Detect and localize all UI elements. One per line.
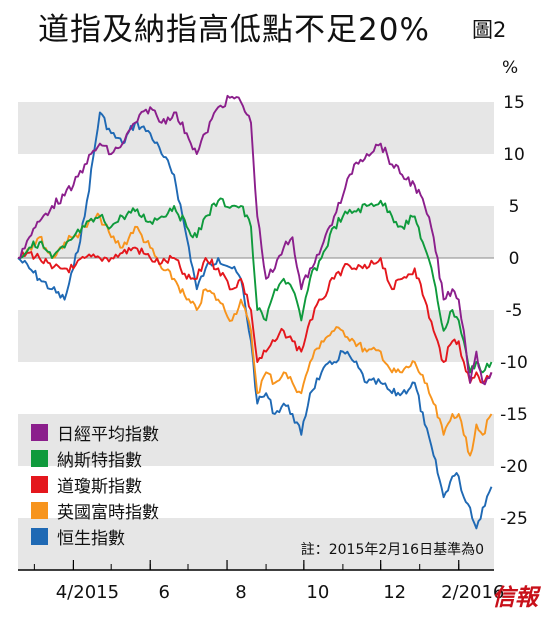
series-line: [17, 94, 493, 386]
x-tick-label: 6: [158, 582, 169, 603]
y-ticks: 15 10 5 0 -5 -10 -15 -20 -25: [500, 93, 528, 529]
series-line: [17, 212, 493, 457]
legend-swatch: [31, 424, 48, 441]
series-line: [17, 197, 493, 374]
x-tick-label: 12: [383, 582, 406, 603]
x-tick-label: 10: [306, 582, 329, 603]
legend-label: 英國富時指數: [57, 503, 159, 523]
grid-bands: [18, 102, 494, 570]
grid-band: [18, 518, 494, 570]
chart-note: 註：2015年2月16日基準為0: [301, 541, 484, 558]
y-tick-label: -5: [506, 301, 523, 321]
y-tick-label: 0: [509, 249, 520, 269]
y-tick-label: -25: [500, 509, 528, 529]
newspaper-logo: 信報: [492, 584, 538, 611]
y-tick-label: 5: [509, 197, 520, 217]
x-ticks: 4/2015 6 8 10 12 2/2016: [33, 560, 504, 603]
grid-band: [18, 414, 494, 466]
x-tick-label: 4/2015: [56, 582, 119, 603]
figure-label: 圖2: [472, 18, 507, 42]
legend-swatch: [31, 502, 48, 519]
legend-label: 納斯特指數: [57, 451, 142, 471]
legend-swatch: [31, 528, 48, 545]
legend-label: 恒生指數: [57, 529, 125, 549]
y-tick-label: -15: [500, 405, 528, 425]
x-tick-label: 8: [235, 582, 246, 603]
series-line: [18, 246, 493, 384]
grid-band: [18, 206, 494, 258]
y-tick-label: -10: [500, 353, 528, 373]
y-tick-label: 10: [503, 145, 525, 165]
legend-label: 道瓊斯指數: [57, 477, 142, 497]
legend-swatch: [31, 476, 48, 493]
y-tick-label: -20: [500, 457, 528, 477]
x-tick-label: 2/2016: [441, 582, 504, 603]
legend-label: 日經平均指數: [57, 425, 159, 445]
y-axis-unit: %: [502, 58, 518, 78]
series-layer: [17, 94, 493, 530]
y-tick-label: 15: [503, 93, 525, 113]
chart-title: 道指及納指高低點不足20%: [38, 12, 430, 48]
series-line: [17, 111, 493, 530]
grid-band: [18, 102, 494, 154]
legend-swatch: [31, 450, 48, 467]
